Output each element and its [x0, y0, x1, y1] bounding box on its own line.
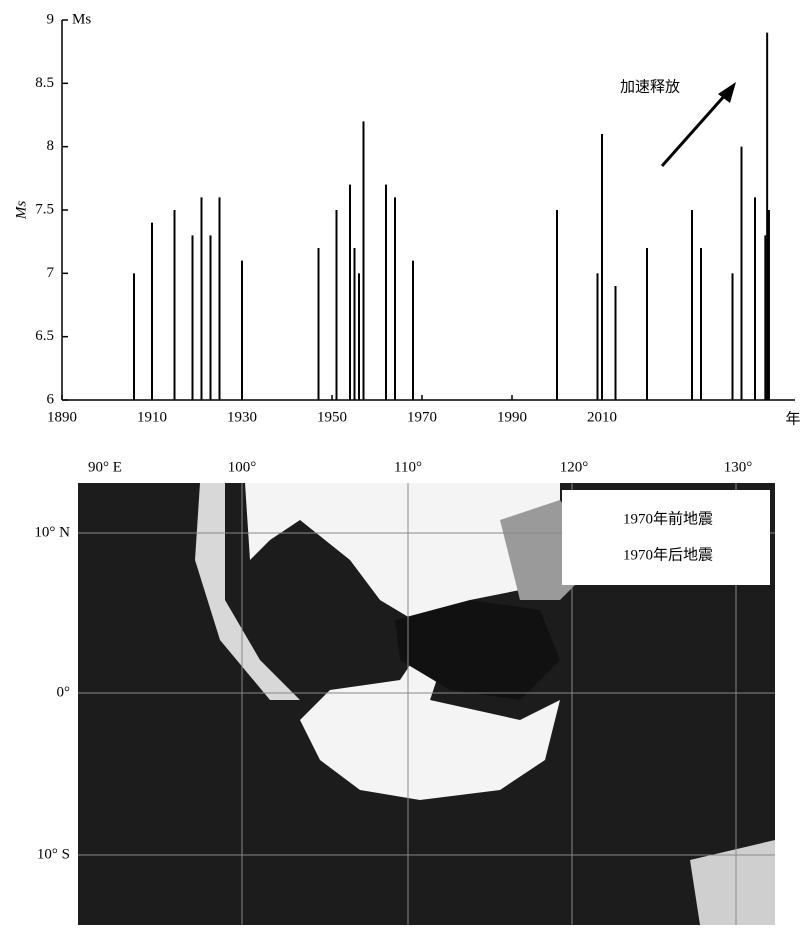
lat-label: 10° S	[37, 846, 70, 862]
sea	[690, 840, 775, 925]
y-tick-label: 8	[47, 138, 55, 154]
arrow-head	[718, 82, 736, 103]
annotation-arrow	[660, 93, 728, 167]
lon-label: 130°	[724, 459, 753, 475]
sea	[245, 483, 560, 630]
y-tick-label: 6.5	[35, 328, 54, 344]
y-tick-label: 7	[47, 265, 55, 281]
lon-label: 110°	[394, 459, 422, 475]
legend-entry: 1970年后地震	[623, 546, 713, 563]
x-tick-label: 1990	[497, 409, 527, 425]
x-tick-label: 1890	[47, 409, 77, 425]
y-tick-label: 8.5	[35, 75, 54, 91]
lat-label: 10° N	[34, 524, 70, 540]
x-unit-label: 年	[785, 410, 800, 427]
x-tick-label: 2010	[587, 409, 617, 425]
x-tick-label: 1970	[407, 409, 437, 425]
sea	[300, 640, 560, 800]
y-tick-label: 7.5	[35, 201, 54, 217]
lon-label: 100°	[228, 459, 257, 475]
land	[395, 600, 560, 700]
y-axis-label: Ms	[13, 201, 29, 220]
annotation: 加速释放	[620, 78, 680, 95]
y-tick-label: 9	[47, 11, 55, 27]
x-tick-label: 1930	[227, 409, 257, 425]
lon-label: 90° E	[88, 459, 122, 475]
lat-label: 0°	[57, 684, 71, 700]
unit-label: Ms	[72, 11, 91, 27]
map: 1970年前地震 1970年后地震 90° E 100° 110° 120° 1…	[34, 459, 775, 925]
sea	[195, 483, 300, 700]
legend-box	[562, 490, 770, 585]
lon-label: 120°	[560, 459, 589, 475]
y-tick-label: 6	[47, 391, 55, 407]
legend-entry: 1970年前地震	[623, 510, 713, 527]
x-tick-label: 1950	[317, 409, 347, 425]
x-tick-label: 1910	[137, 409, 167, 425]
